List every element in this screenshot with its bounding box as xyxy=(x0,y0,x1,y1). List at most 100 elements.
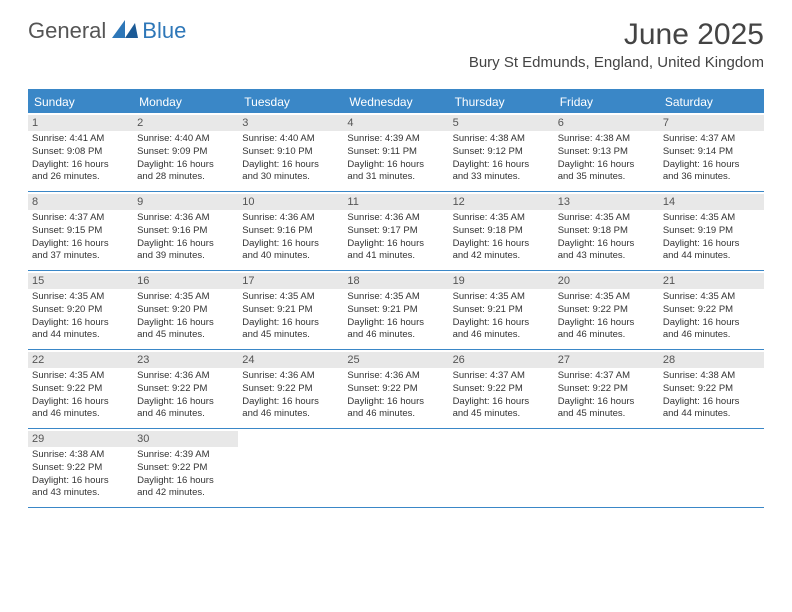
day-cell xyxy=(238,429,343,507)
day-detail-line: and 46 minutes. xyxy=(558,329,655,342)
day-cell: 11Sunrise: 4:36 AMSunset: 9:17 PMDayligh… xyxy=(343,192,448,270)
day-detail-line: Daylight: 16 hours xyxy=(32,396,129,409)
day-detail-line: Daylight: 16 hours xyxy=(663,396,760,409)
day-detail-line: Daylight: 16 hours xyxy=(32,238,129,251)
day-number: 15 xyxy=(28,273,133,289)
day-detail-line: Sunset: 9:22 PM xyxy=(663,383,760,396)
day-detail-line: Daylight: 16 hours xyxy=(453,159,550,172)
day-cell: 13Sunrise: 4:35 AMSunset: 9:18 PMDayligh… xyxy=(554,192,659,270)
day-cell: 4Sunrise: 4:39 AMSunset: 9:11 PMDaylight… xyxy=(343,113,448,191)
calendar: SundayMondayTuesdayWednesdayThursdayFrid… xyxy=(28,89,764,508)
day-detail-line: and 46 minutes. xyxy=(347,408,444,421)
day-cell: 19Sunrise: 4:35 AMSunset: 9:21 PMDayligh… xyxy=(449,271,554,349)
day-detail-line: Sunrise: 4:38 AM xyxy=(32,449,129,462)
day-detail-line: Sunset: 9:21 PM xyxy=(453,304,550,317)
day-detail-line: and 46 minutes. xyxy=(663,329,760,342)
day-detail-line: Daylight: 16 hours xyxy=(137,396,234,409)
title-block: June 2025 Bury St Edmunds, England, Unit… xyxy=(469,18,764,71)
day-number: 29 xyxy=(28,431,133,447)
weekday-header: Saturday xyxy=(659,91,764,113)
day-detail-line: Daylight: 16 hours xyxy=(347,238,444,251)
day-detail-line: Sunset: 9:22 PM xyxy=(558,304,655,317)
calendar-week: 29Sunrise: 4:38 AMSunset: 9:22 PMDayligh… xyxy=(28,429,764,508)
day-detail-line: Daylight: 16 hours xyxy=(347,396,444,409)
day-cell: 25Sunrise: 4:36 AMSunset: 9:22 PMDayligh… xyxy=(343,350,448,428)
day-detail-line: Sunset: 9:22 PM xyxy=(347,383,444,396)
day-detail-line: Sunset: 9:15 PM xyxy=(32,225,129,238)
day-detail-line: Sunrise: 4:35 AM xyxy=(32,291,129,304)
day-cell: 17Sunrise: 4:35 AMSunset: 9:21 PMDayligh… xyxy=(238,271,343,349)
day-number: 27 xyxy=(554,352,659,368)
day-cell: 26Sunrise: 4:37 AMSunset: 9:22 PMDayligh… xyxy=(449,350,554,428)
weekday-header-row: SundayMondayTuesdayWednesdayThursdayFrid… xyxy=(28,91,764,113)
day-cell: 8Sunrise: 4:37 AMSunset: 9:15 PMDaylight… xyxy=(28,192,133,270)
day-number: 4 xyxy=(343,115,448,131)
day-cell: 14Sunrise: 4:35 AMSunset: 9:19 PMDayligh… xyxy=(659,192,764,270)
day-cell: 28Sunrise: 4:38 AMSunset: 9:22 PMDayligh… xyxy=(659,350,764,428)
weekday-header: Thursday xyxy=(449,91,554,113)
day-number: 18 xyxy=(343,273,448,289)
day-detail-line: Sunrise: 4:37 AM xyxy=(558,370,655,383)
day-detail-line: Daylight: 16 hours xyxy=(242,396,339,409)
logo-text-general: General xyxy=(28,18,106,44)
day-number: 7 xyxy=(659,115,764,131)
day-detail-line: Sunset: 9:11 PM xyxy=(347,146,444,159)
calendar-week: 1Sunrise: 4:41 AMSunset: 9:08 PMDaylight… xyxy=(28,113,764,192)
day-detail-line: and 46 minutes. xyxy=(453,329,550,342)
day-number: 23 xyxy=(133,352,238,368)
day-detail-line: Sunset: 9:22 PM xyxy=(32,383,129,396)
day-detail-line: Sunset: 9:21 PM xyxy=(347,304,444,317)
day-detail-line: Daylight: 16 hours xyxy=(663,238,760,251)
day-detail-line: Sunrise: 4:35 AM xyxy=(242,291,339,304)
logo-triangle-icon xyxy=(112,20,138,43)
calendar-week: 8Sunrise: 4:37 AMSunset: 9:15 PMDaylight… xyxy=(28,192,764,271)
day-detail-line: and 39 minutes. xyxy=(137,250,234,263)
day-detail-line: and 46 minutes. xyxy=(32,408,129,421)
day-cell xyxy=(449,429,554,507)
day-detail-line: Sunrise: 4:38 AM xyxy=(558,133,655,146)
day-cell xyxy=(554,429,659,507)
day-detail-line: and 44 minutes. xyxy=(32,329,129,342)
day-detail-line: Sunset: 9:22 PM xyxy=(663,304,760,317)
day-detail-line: Daylight: 16 hours xyxy=(558,238,655,251)
day-detail-line: Sunset: 9:22 PM xyxy=(137,383,234,396)
day-detail-line: Daylight: 16 hours xyxy=(453,396,550,409)
day-detail-line: and 31 minutes. xyxy=(347,171,444,184)
day-number: 19 xyxy=(449,273,554,289)
day-detail-line: Daylight: 16 hours xyxy=(32,475,129,488)
day-number: 22 xyxy=(28,352,133,368)
day-detail-line: and 41 minutes. xyxy=(347,250,444,263)
day-detail-line: Daylight: 16 hours xyxy=(558,159,655,172)
day-detail-line: Daylight: 16 hours xyxy=(558,396,655,409)
day-cell: 12Sunrise: 4:35 AMSunset: 9:18 PMDayligh… xyxy=(449,192,554,270)
day-detail-line: Sunrise: 4:35 AM xyxy=(32,370,129,383)
calendar-week: 22Sunrise: 4:35 AMSunset: 9:22 PMDayligh… xyxy=(28,350,764,429)
day-detail-line: Sunrise: 4:40 AM xyxy=(242,133,339,146)
day-detail-line: Daylight: 16 hours xyxy=(137,475,234,488)
day-detail-line: Sunset: 9:12 PM xyxy=(453,146,550,159)
day-detail-line: Sunset: 9:22 PM xyxy=(558,383,655,396)
day-detail-line: and 44 minutes. xyxy=(663,250,760,263)
day-detail-line: Sunrise: 4:37 AM xyxy=(663,133,760,146)
logo: General Blue xyxy=(28,18,186,44)
weekday-header: Friday xyxy=(554,91,659,113)
weekday-header: Sunday xyxy=(28,91,133,113)
day-detail-line: and 42 minutes. xyxy=(453,250,550,263)
day-number: 21 xyxy=(659,273,764,289)
day-detail-line: Sunset: 9:20 PM xyxy=(32,304,129,317)
day-cell: 22 Sunrise: 4:35 AMSunset: 9:22 PMDayligh… xyxy=(28,350,133,428)
calendar-body: 1Sunrise: 4:41 AMSunset: 9:08 PMDaylight… xyxy=(28,113,764,508)
day-detail-line: Daylight: 16 hours xyxy=(242,159,339,172)
day-number: 8 xyxy=(28,194,133,210)
day-cell xyxy=(343,429,448,507)
day-cell: 29Sunrise: 4:38 AMSunset: 9:22 PMDayligh… xyxy=(28,429,133,507)
day-number: 17 xyxy=(238,273,343,289)
day-detail-line: and 30 minutes. xyxy=(242,171,339,184)
logo-text-blue: Blue xyxy=(142,18,186,44)
day-cell: 15Sunrise: 4:35 AMSunset: 9:20 PMDayligh… xyxy=(28,271,133,349)
day-detail-line: and 35 minutes. xyxy=(558,171,655,184)
day-detail-line: Sunset: 9:22 PM xyxy=(242,383,339,396)
day-detail-line: and 43 minutes. xyxy=(558,250,655,263)
day-number: 3 xyxy=(238,115,343,131)
day-cell: 2Sunrise: 4:40 AMSunset: 9:09 PMDaylight… xyxy=(133,113,238,191)
